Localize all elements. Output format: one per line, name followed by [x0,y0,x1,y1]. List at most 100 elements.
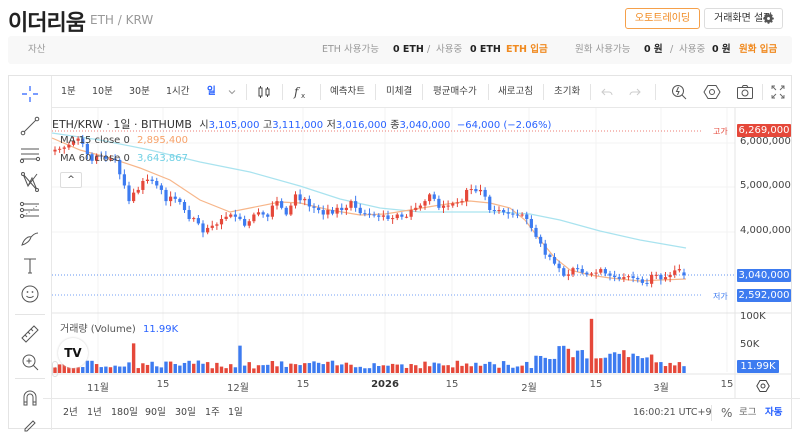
collapse-legend-button[interactable]: ^ [60,172,82,188]
page-header: 이더리움 ETH / KRW 오토트레이딩 거래화면 설정 [0,0,800,36]
candle-type-icon[interactable] [256,84,272,100]
fib-retracement-icon[interactable] [18,199,42,223]
eth-available-value: 0 ETH [393,44,424,55]
range-1d[interactable]: 1일 [228,407,243,418]
avg-buy-price-button[interactable]: 평균매수가 [433,86,477,97]
slash: / [427,44,431,55]
krw-available-value: 0 원 [644,44,663,55]
page-title: 이더리움 [8,11,86,36]
toolbar-divider [762,84,763,100]
tool-divider [15,378,45,379]
tradingview-logo[interactable]: TV [58,338,88,368]
symbol-label: ETH/KRW · 1일 · BITHUMB [52,118,192,131]
krw-available-label: 원화 사용가능 [575,44,631,55]
range-30d[interactable]: 30일 [175,407,196,418]
interval-1h[interactable]: 1시간 [166,86,190,97]
pattern-icon[interactable] [18,170,42,194]
parallel-channel-icon[interactable] [18,142,42,166]
toolbar-divider [246,84,247,100]
trade-screen-settings-button[interactable]: 거래화면 설정 [704,8,783,29]
interval-30m[interactable]: 30분 [129,86,150,97]
low-value: 3,016,000 [335,120,387,131]
settings-label: 거래화면 설정 [714,13,773,24]
price-tick: 6,000,000 [740,136,791,147]
high-value: 3,111,000 [272,120,324,131]
axis-settings-icon[interactable] [756,379,770,393]
krw-deposit-link[interactable]: 원화 입금 [739,44,778,55]
time-tick: 2월 [521,383,537,394]
refresh-button[interactable]: 새로고침 [498,86,533,97]
time-tick: 15 [296,379,310,390]
range-180d[interactable]: 180일 [111,407,138,418]
high-price-label: 6,269,000 [737,124,791,137]
crosshair-icon[interactable] [18,82,42,106]
forecast-chart-button[interactable]: 예측차트 [330,86,365,97]
percent-toggle[interactable]: % [721,406,733,420]
range-2y[interactable]: 2년 [63,407,78,418]
reset-button[interactable]: 초기화 [554,86,581,97]
interval-1d[interactable]: 일 [207,86,216,97]
toolbar-divider [282,84,283,100]
chevron-down-icon[interactable] [228,88,236,96]
asset-bar: 자산 ETH 사용가능 0 ETH / 사용중 0 ETH ETH 입금 원화 … [8,36,792,64]
chart-footer: 2년 1년 180일 90일 30일 1주 1일 16:00:21 UTC+9 … [43,398,800,428]
toolbar-divider [488,84,489,100]
zoom-in-icon[interactable] [18,350,42,374]
volume-tick: 50K [740,339,760,350]
svg-text:x: x [301,92,305,100]
brush-icon[interactable] [18,226,42,250]
fullscreen-icon[interactable] [771,85,785,99]
toolbar-divider [590,84,591,100]
pencil-lock-icon[interactable] [18,412,42,436]
text-icon[interactable] [18,254,42,278]
range-1y[interactable]: 1년 [87,407,102,418]
range-90d[interactable]: 90일 [145,407,166,418]
drawing-toolbar: ‹ [9,76,58,432]
time-tick: 3월 [653,383,669,394]
volume-legend: 거래량 (Volume) 11.99K [60,324,179,335]
range-1w[interactable]: 1주 [205,407,220,418]
toolbar-divider [655,84,656,100]
eth-deposit-link[interactable]: ETH 입금 [506,44,548,55]
volume-tick: 100K [740,311,766,322]
low-tag: 저가 [713,292,728,301]
ma60-value: 3,643,867 [137,153,188,164]
eth-available-label: ETH 사용가능 [322,44,379,55]
emoji-icon[interactable] [18,282,42,306]
settings-hexagon-icon[interactable] [703,83,721,101]
time-tick: 15 [589,379,603,390]
volume-value: 11.99K [142,324,179,335]
auto-toggle[interactable]: 자동 [765,407,783,418]
high-tag: 고가 [713,127,728,136]
ma60-legend[interactable]: MA 60 close 0 3,643,867 [60,153,188,164]
auto-trade-button[interactable]: 오토트레이딩 [625,8,700,29]
log-toggle[interactable]: 로그 [739,407,757,418]
undo-icon[interactable] [601,86,613,98]
tool-divider [15,314,45,315]
ruler-icon[interactable] [18,322,42,346]
interval-10m[interactable]: 10분 [92,86,113,97]
ohlc-legend: ETH/KRW · 1일 · BITHUMB 시3,105,000 고3,111… [52,118,552,131]
toolbar-divider [375,84,376,100]
footer-divider [711,405,712,421]
camera-icon[interactable] [736,83,754,101]
close-value: 3,040,000 [399,120,451,131]
volume-last-label: 11.99K [737,360,779,373]
unfilled-orders-button[interactable]: 미체결 [386,86,413,97]
time-tick: 15 [720,379,734,390]
krw-in-use-label: 사용중 [679,44,706,55]
interval-1m[interactable]: 1분 [61,86,76,97]
redo-icon[interactable] [629,86,641,98]
trend-line-icon[interactable] [18,114,42,138]
quick-search-icon[interactable] [670,83,688,101]
ma15-legend[interactable]: MA 15 close 0 2,895,400 [60,135,188,146]
collapse-toolbar-handle[interactable]: ‹ [52,361,58,377]
time-tick: 15 [445,379,459,390]
time-tick: 12월 [227,383,249,394]
price-tick: 5,000,000 [740,180,791,191]
clock-time[interactable]: 16:00:21 UTC+9 [633,407,712,418]
toolbar-divider [543,84,544,100]
pair-label: ETH / KRW [90,13,154,27]
magnet-icon[interactable] [18,386,42,410]
